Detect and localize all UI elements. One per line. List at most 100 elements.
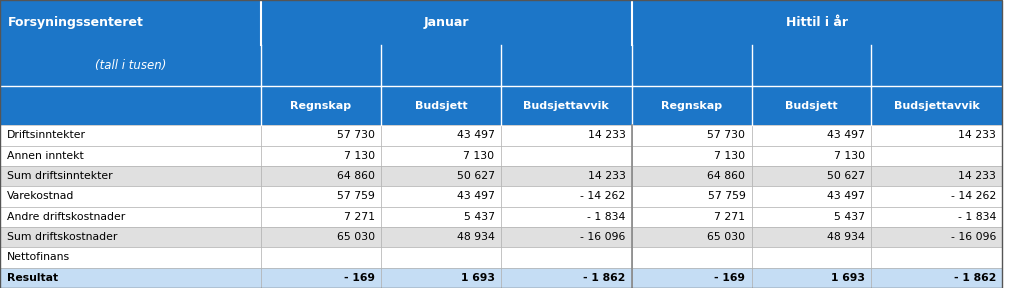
Bar (0, 227, 261, 247)
Bar (632, 45, 752, 86)
Text: 64 860: 64 860 (337, 171, 375, 181)
Bar (752, 207, 871, 227)
Bar (632, 146, 752, 166)
Bar (871, 227, 1002, 247)
Bar (752, 227, 871, 247)
Text: Regnskap: Regnskap (291, 101, 351, 111)
Bar (501, 247, 632, 268)
Text: 57 759: 57 759 (337, 192, 375, 202)
Bar (501, 227, 632, 247)
Bar (381, 125, 501, 146)
Text: 65 030: 65 030 (708, 232, 745, 242)
Text: Budsjettavvik: Budsjettavvik (894, 101, 980, 111)
Bar (871, 45, 1002, 86)
Text: 65 030: 65 030 (337, 232, 375, 242)
Text: 7 271: 7 271 (715, 212, 745, 222)
Text: Regnskap: Regnskap (662, 101, 722, 111)
Bar (261, 166, 381, 186)
Bar (0, 268, 261, 288)
Bar (261, 186, 381, 207)
Bar (871, 268, 1002, 288)
Text: 7 130: 7 130 (715, 151, 745, 161)
Text: 43 497: 43 497 (457, 130, 495, 141)
Bar (0, 186, 261, 207)
Bar (261, 45, 381, 86)
Text: 14 233: 14 233 (588, 171, 626, 181)
Text: - 169: - 169 (715, 273, 745, 283)
Text: - 14 262: - 14 262 (581, 192, 626, 202)
Text: Januar: Januar (424, 16, 469, 29)
Text: 5 437: 5 437 (464, 212, 495, 222)
Bar (0, 45, 261, 86)
Text: Hittil i år: Hittil i år (786, 16, 848, 29)
Bar (0, 166, 261, 186)
Text: 14 233: 14 233 (958, 171, 996, 181)
Bar (381, 186, 501, 207)
Bar (0, 247, 261, 268)
Bar (752, 186, 871, 207)
Text: Driftsinntekter: Driftsinntekter (7, 130, 86, 141)
Text: 57 730: 57 730 (708, 130, 745, 141)
Text: Budsjettavvik: Budsjettavvik (523, 101, 609, 111)
Text: 7 130: 7 130 (344, 151, 375, 161)
Bar (632, 0, 1002, 45)
Text: Forsyningssenteret: Forsyningssenteret (8, 16, 144, 29)
Bar (871, 125, 1002, 146)
Bar (501, 166, 632, 186)
Bar (501, 186, 632, 207)
Bar (871, 247, 1002, 268)
Text: - 169: - 169 (344, 273, 375, 283)
Text: 7 130: 7 130 (464, 151, 495, 161)
Bar (0, 86, 261, 125)
Bar (261, 0, 632, 45)
Text: 64 860: 64 860 (708, 171, 745, 181)
Bar (381, 45, 501, 86)
Text: - 16 096: - 16 096 (581, 232, 626, 242)
Bar (752, 268, 871, 288)
Text: - 1 862: - 1 862 (584, 273, 626, 283)
Bar (871, 146, 1002, 166)
Bar (501, 207, 632, 227)
Bar (0, 125, 261, 146)
Bar (0, 0, 261, 45)
Text: 48 934: 48 934 (457, 232, 495, 242)
Bar (871, 207, 1002, 227)
Bar (261, 268, 381, 288)
Bar (381, 86, 501, 125)
Text: 50 627: 50 627 (827, 171, 865, 181)
Bar (381, 166, 501, 186)
Text: Budsjett: Budsjett (415, 101, 467, 111)
Bar (261, 247, 381, 268)
Bar (752, 125, 871, 146)
Bar (381, 268, 501, 288)
Bar (632, 86, 752, 125)
Bar (632, 166, 752, 186)
Bar (261, 125, 381, 146)
Text: 57 759: 57 759 (708, 192, 745, 202)
Bar (501, 86, 632, 125)
Text: Andre driftskostnader: Andre driftskostnader (7, 212, 125, 222)
Text: Varekostnad: Varekostnad (7, 192, 75, 202)
Bar (752, 45, 871, 86)
Text: 1 693: 1 693 (831, 273, 865, 283)
Bar (501, 45, 632, 86)
Bar (752, 247, 871, 268)
Text: - 1 862: - 1 862 (954, 273, 996, 283)
Text: - 14 262: - 14 262 (951, 192, 996, 202)
Text: (tall i tusen): (tall i tusen) (95, 59, 166, 72)
Text: 5 437: 5 437 (835, 212, 865, 222)
Text: 43 497: 43 497 (457, 192, 495, 202)
Bar (632, 125, 752, 146)
Text: Sum driftsinntekter: Sum driftsinntekter (7, 171, 113, 181)
Bar (261, 146, 381, 166)
Bar (261, 86, 381, 125)
Text: 7 130: 7 130 (835, 151, 865, 161)
Text: 48 934: 48 934 (827, 232, 865, 242)
Text: Budsjett: Budsjett (785, 101, 838, 111)
Bar (261, 207, 381, 227)
Bar (381, 227, 501, 247)
Bar (0, 146, 261, 166)
Bar (0, 207, 261, 227)
Bar (632, 268, 752, 288)
Text: 43 497: 43 497 (827, 130, 865, 141)
